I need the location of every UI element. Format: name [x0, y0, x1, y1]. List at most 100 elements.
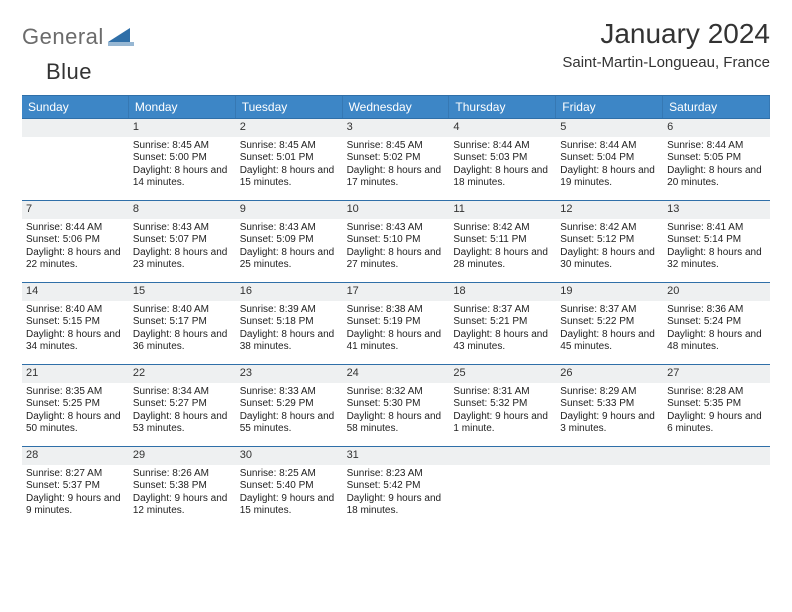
- daylight-line: Daylight: 8 hours and 48 minutes.: [667, 329, 766, 354]
- sunrise-line: Sunrise: 8:37 AM: [453, 304, 552, 317]
- empty-cell: [22, 118, 129, 200]
- day-cell: 12Sunrise: 8:42 AMSunset: 5:12 PMDayligh…: [556, 200, 663, 282]
- day-number: 23: [236, 365, 343, 383]
- day-number: 20: [663, 283, 770, 301]
- day-number: 29: [129, 447, 236, 465]
- sunrise-line: Sunrise: 8:40 AM: [133, 304, 232, 317]
- daylight-line: Daylight: 8 hours and 43 minutes.: [453, 329, 552, 354]
- sunrise-line: Sunrise: 8:44 AM: [667, 140, 766, 153]
- brand-part1: General: [22, 24, 104, 50]
- day-number: 4: [449, 119, 556, 137]
- day-cell: 8Sunrise: 8:43 AMSunset: 5:07 PMDaylight…: [129, 200, 236, 282]
- sunset-line: Sunset: 5:06 PM: [26, 234, 125, 247]
- daylight-line: Daylight: 8 hours and 53 minutes.: [133, 411, 232, 436]
- day-number: 27: [663, 365, 770, 383]
- day-cell: 16Sunrise: 8:39 AMSunset: 5:18 PMDayligh…: [236, 282, 343, 364]
- day-cell: 1Sunrise: 8:45 AMSunset: 5:00 PMDaylight…: [129, 118, 236, 200]
- dow-header: Friday: [556, 96, 663, 118]
- sunrise-line: Sunrise: 8:33 AM: [240, 386, 339, 399]
- day-number: 25: [449, 365, 556, 383]
- day-cell: 3 Sunrise: 8:45 AMSunset: 5:02 PMDaylight…: [343, 118, 450, 200]
- daylight-line: Daylight: 8 hours and 17 minutes.: [347, 165, 446, 190]
- day-cell: 18Sunrise: 8:37 AMSunset: 5:21 PMDayligh…: [449, 282, 556, 364]
- sunrise-line: Sunrise: 8:26 AM: [133, 468, 232, 481]
- day-number: 6: [663, 119, 770, 137]
- daylight-line: Daylight: 9 hours and 3 minutes.: [560, 411, 659, 436]
- sunset-line: Sunset: 5:22 PM: [560, 316, 659, 329]
- sunset-line: Sunset: 5:37 PM: [26, 480, 125, 493]
- daylight-line: Daylight: 8 hours and 23 minutes.: [133, 247, 232, 272]
- daylight-line: Daylight: 9 hours and 6 minutes.: [667, 411, 766, 436]
- daylight-line: Daylight: 9 hours and 9 minutes.: [26, 493, 125, 518]
- day-cell: 31Sunrise: 8:23 AMSunset: 5:42 PMDayligh…: [343, 446, 450, 528]
- sunset-line: Sunset: 5:10 PM: [347, 234, 446, 247]
- day-cell: 30Sunrise: 8:25 AMSunset: 5:40 PMDayligh…: [236, 446, 343, 528]
- sunset-line: Sunset: 5:04 PM: [560, 152, 659, 165]
- sunset-line: Sunset: 5:14 PM: [667, 234, 766, 247]
- sunrise-line: Sunrise: 8:40 AM: [26, 304, 125, 317]
- daylight-line: Daylight: 8 hours and 15 minutes.: [240, 165, 339, 190]
- day-cell: 26Sunrise: 8:29 AMSunset: 5:33 PMDayligh…: [556, 364, 663, 446]
- sunset-line: Sunset: 5:40 PM: [240, 480, 339, 493]
- day-number: 22: [129, 365, 236, 383]
- sunrise-line: Sunrise: 8:45 AM: [347, 140, 446, 153]
- day-cell: 24 Sunrise: 8:32 AMSunset: 5:30 PMDayligh…: [343, 364, 450, 446]
- day-number: 13: [663, 201, 770, 219]
- day-number: 14: [22, 283, 129, 301]
- sunset-line: Sunset: 5:07 PM: [133, 234, 232, 247]
- sunrise-line: Sunrise: 8:25 AM: [240, 468, 339, 481]
- sunrise-line: Sunrise: 8:44 AM: [560, 140, 659, 153]
- sunset-line: Sunset: 5:09 PM: [240, 234, 339, 247]
- day-cell: 27Sunrise: 8:28 AMSunset: 5:35 PMDayligh…: [663, 364, 770, 446]
- sunset-line: Sunset: 5:27 PM: [133, 398, 232, 411]
- daylight-line: Daylight: 8 hours and 45 minutes.: [560, 329, 659, 354]
- daylight-line: Daylight: 8 hours and 58 minutes.: [347, 411, 446, 436]
- sunrise-line: Sunrise: 8:32 AM: [347, 386, 446, 399]
- sunset-line: Sunset: 5:02 PM: [347, 152, 446, 165]
- empty-cell: [556, 446, 663, 528]
- day-cell: 22 Sunrise: 8:34 AMSunset: 5:27 PMDayligh…: [129, 364, 236, 446]
- day-number: 3: [343, 119, 450, 137]
- sunrise-line: Sunrise: 8:44 AM: [453, 140, 552, 153]
- daylight-line: Daylight: 8 hours and 34 minutes.: [26, 329, 125, 354]
- daylight-line: Daylight: 8 hours and 14 minutes.: [133, 165, 232, 190]
- day-cell: 28Sunrise: 8:27 AMSunset: 5:37 PMDayligh…: [22, 446, 129, 528]
- day-cell: 4Sunrise: 8:44 AMSunset: 5:03 PMDaylight…: [449, 118, 556, 200]
- sunset-line: Sunset: 5:32 PM: [453, 398, 552, 411]
- day-number: 18: [449, 283, 556, 301]
- sunrise-line: Sunrise: 8:35 AM: [26, 386, 125, 399]
- empty-cell: [663, 446, 770, 528]
- sunrise-line: Sunrise: 8:43 AM: [133, 222, 232, 235]
- sunrise-line: Sunrise: 8:36 AM: [667, 304, 766, 317]
- sunrise-line: Sunrise: 8:34 AM: [133, 386, 232, 399]
- sunset-line: Sunset: 5:05 PM: [667, 152, 766, 165]
- dow-header: Saturday: [663, 96, 770, 118]
- dow-header: Monday: [129, 96, 236, 118]
- day-number: 21: [22, 365, 129, 383]
- daylight-line: Daylight: 9 hours and 1 minute.: [453, 411, 552, 436]
- daylight-line: Daylight: 8 hours and 18 minutes.: [453, 165, 552, 190]
- daylight-line: Daylight: 8 hours and 50 minutes.: [26, 411, 125, 436]
- day-number: 26: [556, 365, 663, 383]
- sunset-line: Sunset: 5:38 PM: [133, 480, 232, 493]
- day-number: 5: [556, 119, 663, 137]
- dow-header: Wednesday: [343, 96, 450, 118]
- sunrise-line: Sunrise: 8:39 AM: [240, 304, 339, 317]
- dow-header: Tuesday: [236, 96, 343, 118]
- brand-triangle-icon: [108, 28, 134, 46]
- day-number: 24: [343, 365, 450, 383]
- day-cell: 2Sunrise: 8:45 AMSunset: 5:01 PMDaylight…: [236, 118, 343, 200]
- day-number: 15: [129, 283, 236, 301]
- sunset-line: Sunset: 5:01 PM: [240, 152, 339, 165]
- sunrise-line: Sunrise: 8:43 AM: [347, 222, 446, 235]
- sunset-line: Sunset: 5:30 PM: [347, 398, 446, 411]
- sunrise-line: Sunrise: 8:28 AM: [667, 386, 766, 399]
- day-number: 31: [343, 447, 450, 465]
- daylight-line: Daylight: 8 hours and 36 minutes.: [133, 329, 232, 354]
- sunset-line: Sunset: 5:24 PM: [667, 316, 766, 329]
- sunrise-line: Sunrise: 8:44 AM: [26, 222, 125, 235]
- sunset-line: Sunset: 5:15 PM: [26, 316, 125, 329]
- day-cell: 11Sunrise: 8:42 AMSunset: 5:11 PMDayligh…: [449, 200, 556, 282]
- day-cell: 9Sunrise: 8:43 AMSunset: 5:09 PMDaylight…: [236, 200, 343, 282]
- sunrise-line: Sunrise: 8:29 AM: [560, 386, 659, 399]
